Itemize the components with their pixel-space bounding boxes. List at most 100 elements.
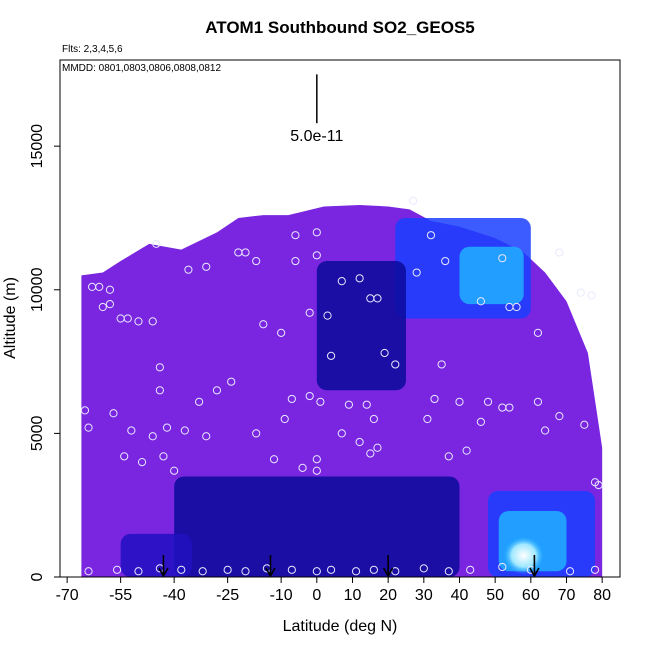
x-tick-label: -25 — [216, 587, 239, 604]
observation-point — [505, 403, 514, 412]
observation-point — [252, 256, 261, 266]
observation-point — [155, 386, 164, 395]
observation-markers — [80, 196, 603, 576]
observation-point — [409, 196, 418, 205]
observation-point — [305, 391, 314, 401]
x-tick-label: -40 — [163, 587, 186, 604]
observation-point — [316, 397, 325, 406]
observation-point — [565, 567, 575, 576]
observation-point — [351, 567, 361, 576]
observation-point — [137, 458, 147, 467]
observation-point — [576, 288, 585, 297]
observation-point — [134, 317, 143, 326]
observation-point — [369, 565, 378, 574]
observation-point — [312, 251, 321, 260]
observation-point — [269, 455, 279, 464]
observation-point — [195, 397, 204, 406]
observation-point — [95, 282, 104, 292]
observation-point — [152, 239, 161, 248]
flight-arrow-head — [382, 567, 394, 578]
observation-point — [337, 429, 346, 438]
observation-point — [123, 314, 132, 323]
flights-subtitle: Flts: 2,3,4,5,6 — [62, 44, 123, 55]
observation-point — [134, 567, 143, 576]
observation-point — [444, 567, 453, 576]
observation-point — [105, 285, 115, 294]
plot-frame — [59, 59, 621, 578]
x-tick-label: 80 — [593, 587, 611, 604]
observation-point — [155, 363, 164, 372]
dates-subtitle: MMDD: 0801,0803,0806,0808,0812 — [62, 63, 221, 74]
observation-point — [466, 565, 475, 574]
observation-point — [287, 565, 296, 574]
observation-point — [555, 412, 564, 421]
observation-point — [84, 423, 93, 432]
observation-point — [80, 406, 90, 415]
observation-point — [252, 429, 261, 438]
observation-point — [362, 400, 371, 409]
x-axis-label: Latitude (deg N) — [283, 618, 398, 635]
x-tick-label: 10 — [344, 587, 362, 604]
observation-point — [177, 565, 186, 574]
lower-troposphere-blue — [174, 476, 460, 577]
observation-point — [212, 386, 222, 395]
x-tick-label: -55 — [109, 587, 132, 604]
observation-point — [312, 567, 321, 576]
observation-point — [291, 256, 300, 266]
observation-point — [580, 420, 589, 429]
observation-point — [476, 297, 485, 306]
flight-arrow-head — [265, 567, 276, 578]
observation-point — [105, 300, 115, 309]
observation-point — [277, 328, 286, 337]
y-tick-label: 10000 — [29, 267, 46, 312]
x-tick-label: 70 — [558, 587, 576, 604]
x-tick-label: -10 — [270, 587, 293, 604]
y-tick-label: 5000 — [29, 415, 46, 451]
observation-point — [323, 311, 332, 320]
observation-point — [373, 294, 382, 303]
flight-arrow-head — [158, 567, 169, 578]
x-tick-label: 20 — [379, 587, 397, 604]
observation-point — [419, 564, 428, 573]
scale-bar: 5.0e-11 — [290, 74, 343, 145]
y-axis: 0 5000 10000 15000 — [29, 124, 60, 581]
observation-point — [223, 565, 232, 574]
observation-point — [326, 351, 336, 360]
observation-point — [312, 466, 321, 475]
observation-point — [337, 277, 346, 286]
x-tick-label: 30 — [415, 587, 433, 604]
y-tick-label: 0 — [29, 572, 46, 581]
flight-arrow-head — [529, 567, 540, 578]
observation-point — [241, 567, 250, 576]
observation-point — [587, 291, 596, 300]
observation-point — [162, 423, 172, 432]
observation-point — [202, 262, 211, 271]
observation-point — [355, 274, 364, 283]
x-tick-label: 50 — [486, 587, 504, 604]
observation-point — [498, 254, 507, 263]
observation-point — [412, 268, 421, 277]
observation-point — [170, 466, 179, 475]
observation-point — [590, 565, 600, 574]
observation-point — [305, 308, 314, 317]
y-axis-label: Altitude (m) — [2, 277, 19, 359]
observation-point — [483, 397, 493, 406]
observation-point — [202, 432, 211, 441]
observation-point — [148, 432, 157, 441]
flight-arrows — [158, 555, 540, 578]
observation-point — [184, 265, 193, 274]
y-tick-label: 15000 — [29, 124, 46, 169]
scale-bar-label: 5.0e-11 — [290, 128, 343, 145]
observation-point — [127, 426, 136, 435]
observation-point — [373, 443, 382, 452]
observation-point — [430, 394, 439, 404]
observation-point — [280, 414, 289, 424]
observation-point — [326, 565, 336, 574]
observation-point — [455, 397, 464, 406]
observation-point — [344, 400, 354, 409]
observation-point — [423, 414, 432, 424]
south-lower-band — [120, 533, 192, 577]
observation-point — [512, 302, 521, 312]
observation-point — [287, 394, 296, 404]
observation-point — [109, 409, 118, 418]
